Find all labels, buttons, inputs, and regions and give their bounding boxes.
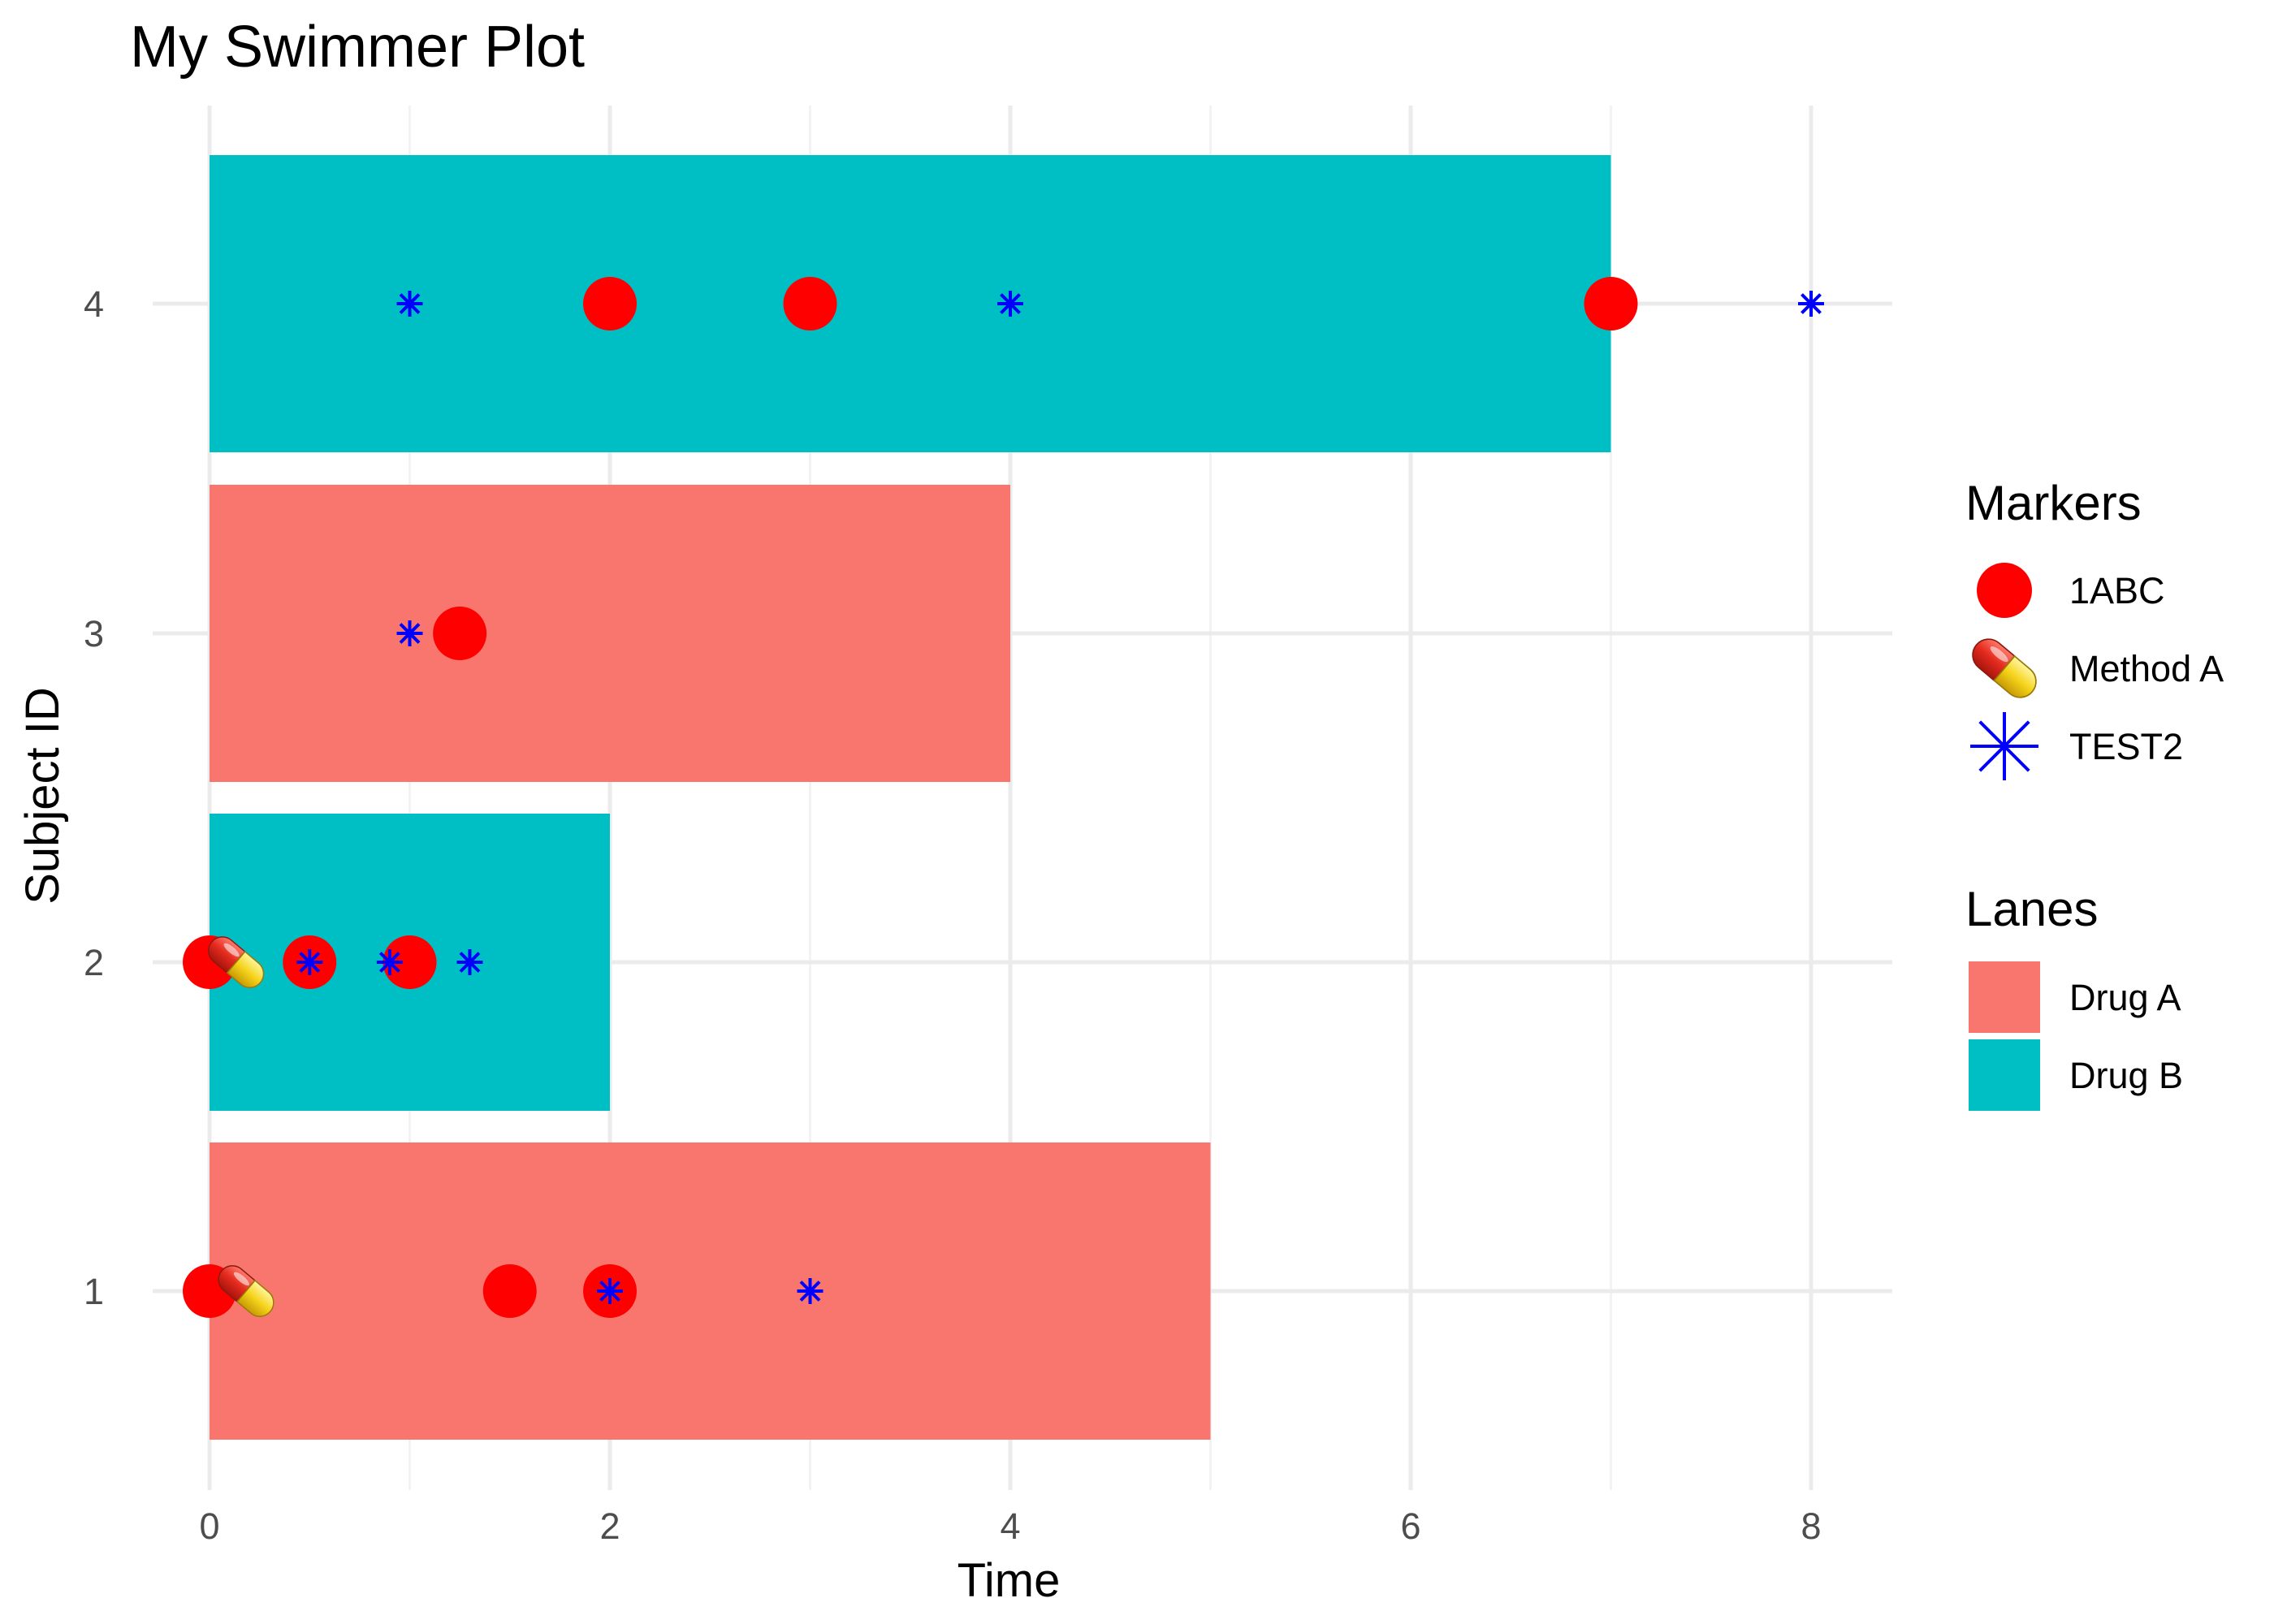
- pill-icon: [1972, 638, 2037, 698]
- marker-test2: [296, 949, 323, 975]
- legend-label-lane: Drug B: [2069, 1055, 2183, 1096]
- legend-key-lane: [1969, 1039, 2040, 1111]
- event-markers: [183, 277, 1824, 1318]
- lane-bar-subject-1: [210, 1142, 1211, 1440]
- lane-bars: [210, 155, 1611, 1440]
- lane-bar-subject-3: [210, 485, 1010, 782]
- marker-1abc: [482, 1264, 537, 1318]
- marker-test2: [797, 1278, 824, 1304]
- marker-test2: [456, 949, 483, 975]
- legend-key-test2: [1970, 712, 2038, 780]
- legend-markers: 1ABC Method A TEST2: [1970, 563, 2224, 780]
- marker-1abc: [433, 607, 487, 660]
- marker-1abc: [383, 935, 437, 989]
- legend-lanes: Drug A Drug B: [1969, 961, 2183, 1111]
- pill-icon: [208, 936, 265, 988]
- chart-title: My Swimmer Plot: [130, 15, 585, 80]
- y-tick-label: 4: [84, 283, 104, 325]
- marker-test2: [376, 949, 403, 975]
- marker-test2: [597, 1278, 623, 1304]
- x-axis-title: Time: [958, 1554, 1061, 1607]
- legend-label-marker: Method A: [2069, 648, 2224, 689]
- legend-key-lane: [1969, 961, 2040, 1033]
- legend-title-markers: Markers: [1965, 476, 2142, 530]
- y-tick-label: 2: [84, 942, 104, 983]
- y-tick-label: 1: [84, 1271, 104, 1312]
- y-axis-ticks: 1 2 3 4: [84, 283, 104, 1312]
- x-axis-ticks: 0 2 4 6 8: [199, 1505, 1821, 1547]
- marker-1abc: [1584, 277, 1638, 330]
- lane-bar-subject-4: [210, 155, 1611, 452]
- marker-test2: [997, 291, 1023, 317]
- x-tick-label: 0: [199, 1505, 219, 1547]
- x-tick-label: 6: [1400, 1505, 1420, 1547]
- y-tick-label: 3: [84, 613, 104, 654]
- legend-key-1abc: [1977, 563, 2032, 618]
- x-tick-label: 2: [599, 1505, 620, 1547]
- marker-test2: [396, 291, 423, 317]
- x-tick-label: 8: [1801, 1505, 1821, 1547]
- legend-label-marker: 1ABC: [2069, 570, 2165, 611]
- legend-title-lanes: Lanes: [1965, 882, 2098, 936]
- x-tick-label: 4: [1000, 1505, 1020, 1547]
- y-axis-title: Subject ID: [16, 687, 69, 905]
- marker-1abc: [583, 277, 637, 330]
- marker-1abc: [783, 277, 837, 330]
- legend-label-marker: TEST2: [2069, 726, 2183, 767]
- marker-test2: [1798, 291, 1824, 317]
- legend-label-lane: Drug A: [2069, 977, 2181, 1018]
- marker-test2: [396, 620, 423, 646]
- pill-icon: [218, 1265, 275, 1317]
